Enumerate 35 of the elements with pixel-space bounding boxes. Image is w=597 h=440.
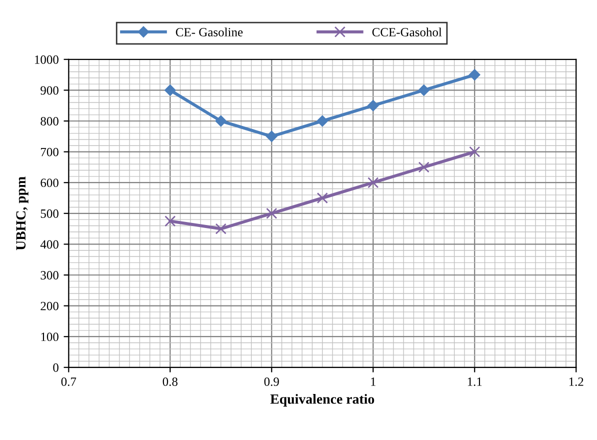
point — [316, 192, 328, 204]
y-tick-label: 200 — [40, 302, 58, 310]
point — [266, 130, 278, 142]
y-tick-label: 0 — [53, 363, 58, 372]
point — [469, 146, 480, 158]
x-axis-title: Equivalence ratio — [270, 394, 374, 407]
y-tick-label: 800 — [40, 117, 58, 126]
y-tick-label: 700 — [41, 148, 58, 156]
point — [215, 223, 226, 234]
x-tick-label: 1 — [371, 378, 376, 386]
x-tick-label: 1.1 — [468, 378, 482, 386]
point — [368, 177, 379, 188]
y-tick-label: 1000 — [35, 55, 58, 64]
point — [164, 216, 176, 227]
point — [164, 84, 176, 96]
x-tick-label: 1.2 — [569, 378, 584, 386]
legend-label: CE- Gasoline — [176, 28, 243, 36]
y-tick-label: 900 — [40, 86, 58, 95]
point — [266, 208, 278, 219]
point — [316, 115, 328, 127]
point — [368, 100, 379, 112]
y-tick-label: 100 — [41, 332, 58, 342]
y-tick-label: 500 — [40, 209, 58, 218]
y-tick-label: 400 — [40, 240, 58, 249]
x-tick-label: 0.9 — [264, 377, 279, 386]
x-tick-label: 0.8 — [162, 377, 178, 386]
y-axis-title: UBHC, ppm — [16, 176, 28, 250]
point — [418, 84, 430, 96]
y-tick-label: 300 — [40, 271, 58, 280]
point — [215, 115, 226, 127]
x-tick-label: 0.7 — [61, 377, 76, 386]
y-tick-label: 600 — [40, 178, 58, 188]
point — [469, 69, 480, 80]
legend-label: CCE-Gasohol — [372, 28, 442, 36]
point — [418, 162, 430, 173]
